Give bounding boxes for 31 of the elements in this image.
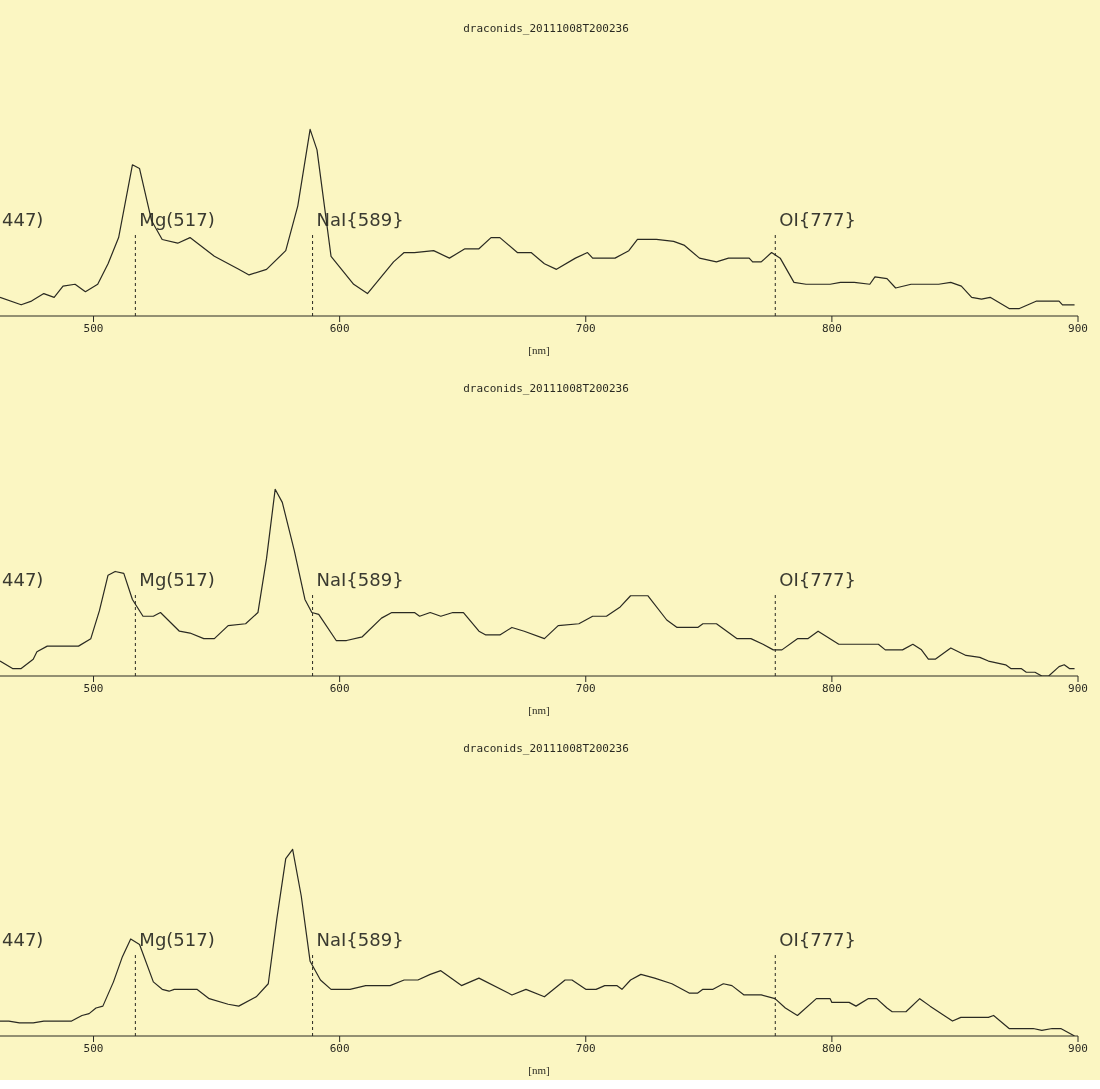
x-tick-label: 900: [1068, 321, 1088, 335]
x-tick-label: 500: [83, 321, 104, 335]
ref-line-label: NaI{589}: [316, 569, 404, 590]
x-axis-title: [nm]: [528, 1064, 550, 1076]
chart-title: draconids_20111008T200236: [462, 382, 630, 395]
x-tick-label: 700: [575, 321, 596, 335]
annotation: 447): [2, 929, 44, 951]
x-tick-label: 700: [575, 1041, 596, 1055]
chart-title: draconids_20111008T200236: [462, 742, 630, 755]
x-tick-label: 500: [83, 1041, 104, 1055]
x-tick-label: 800: [821, 681, 842, 695]
ref-line-label: NaI{589}: [316, 929, 404, 950]
annotation: 447): [2, 569, 44, 591]
x-tick-label: 900: [1068, 681, 1088, 695]
ref-line-label: OI{777}: [779, 209, 857, 230]
x-tick-label: 700: [575, 681, 596, 695]
x-axis-title: [nm]: [528, 344, 550, 356]
annotation: 447): [2, 209, 44, 231]
x-tick-label: 800: [821, 1041, 842, 1055]
ref-line-label: Mg(517): [139, 569, 215, 590]
ref-line-label: OI{777}: [779, 929, 857, 950]
x-tick-label: 800: [821, 321, 842, 335]
x-tick-label: 600: [329, 321, 350, 335]
x-tick-label: 600: [329, 681, 350, 695]
x-tick-label: 600: [329, 1041, 350, 1055]
x-tick-label: 900: [1068, 1041, 1088, 1055]
x-axis-title: [nm]: [528, 704, 550, 716]
ref-line-label: OI{777}: [779, 569, 857, 590]
chart-title: draconids_20111008T200236: [462, 22, 630, 35]
x-tick-label: 500: [83, 681, 104, 695]
ref-line-label: Mg(517): [139, 929, 215, 950]
